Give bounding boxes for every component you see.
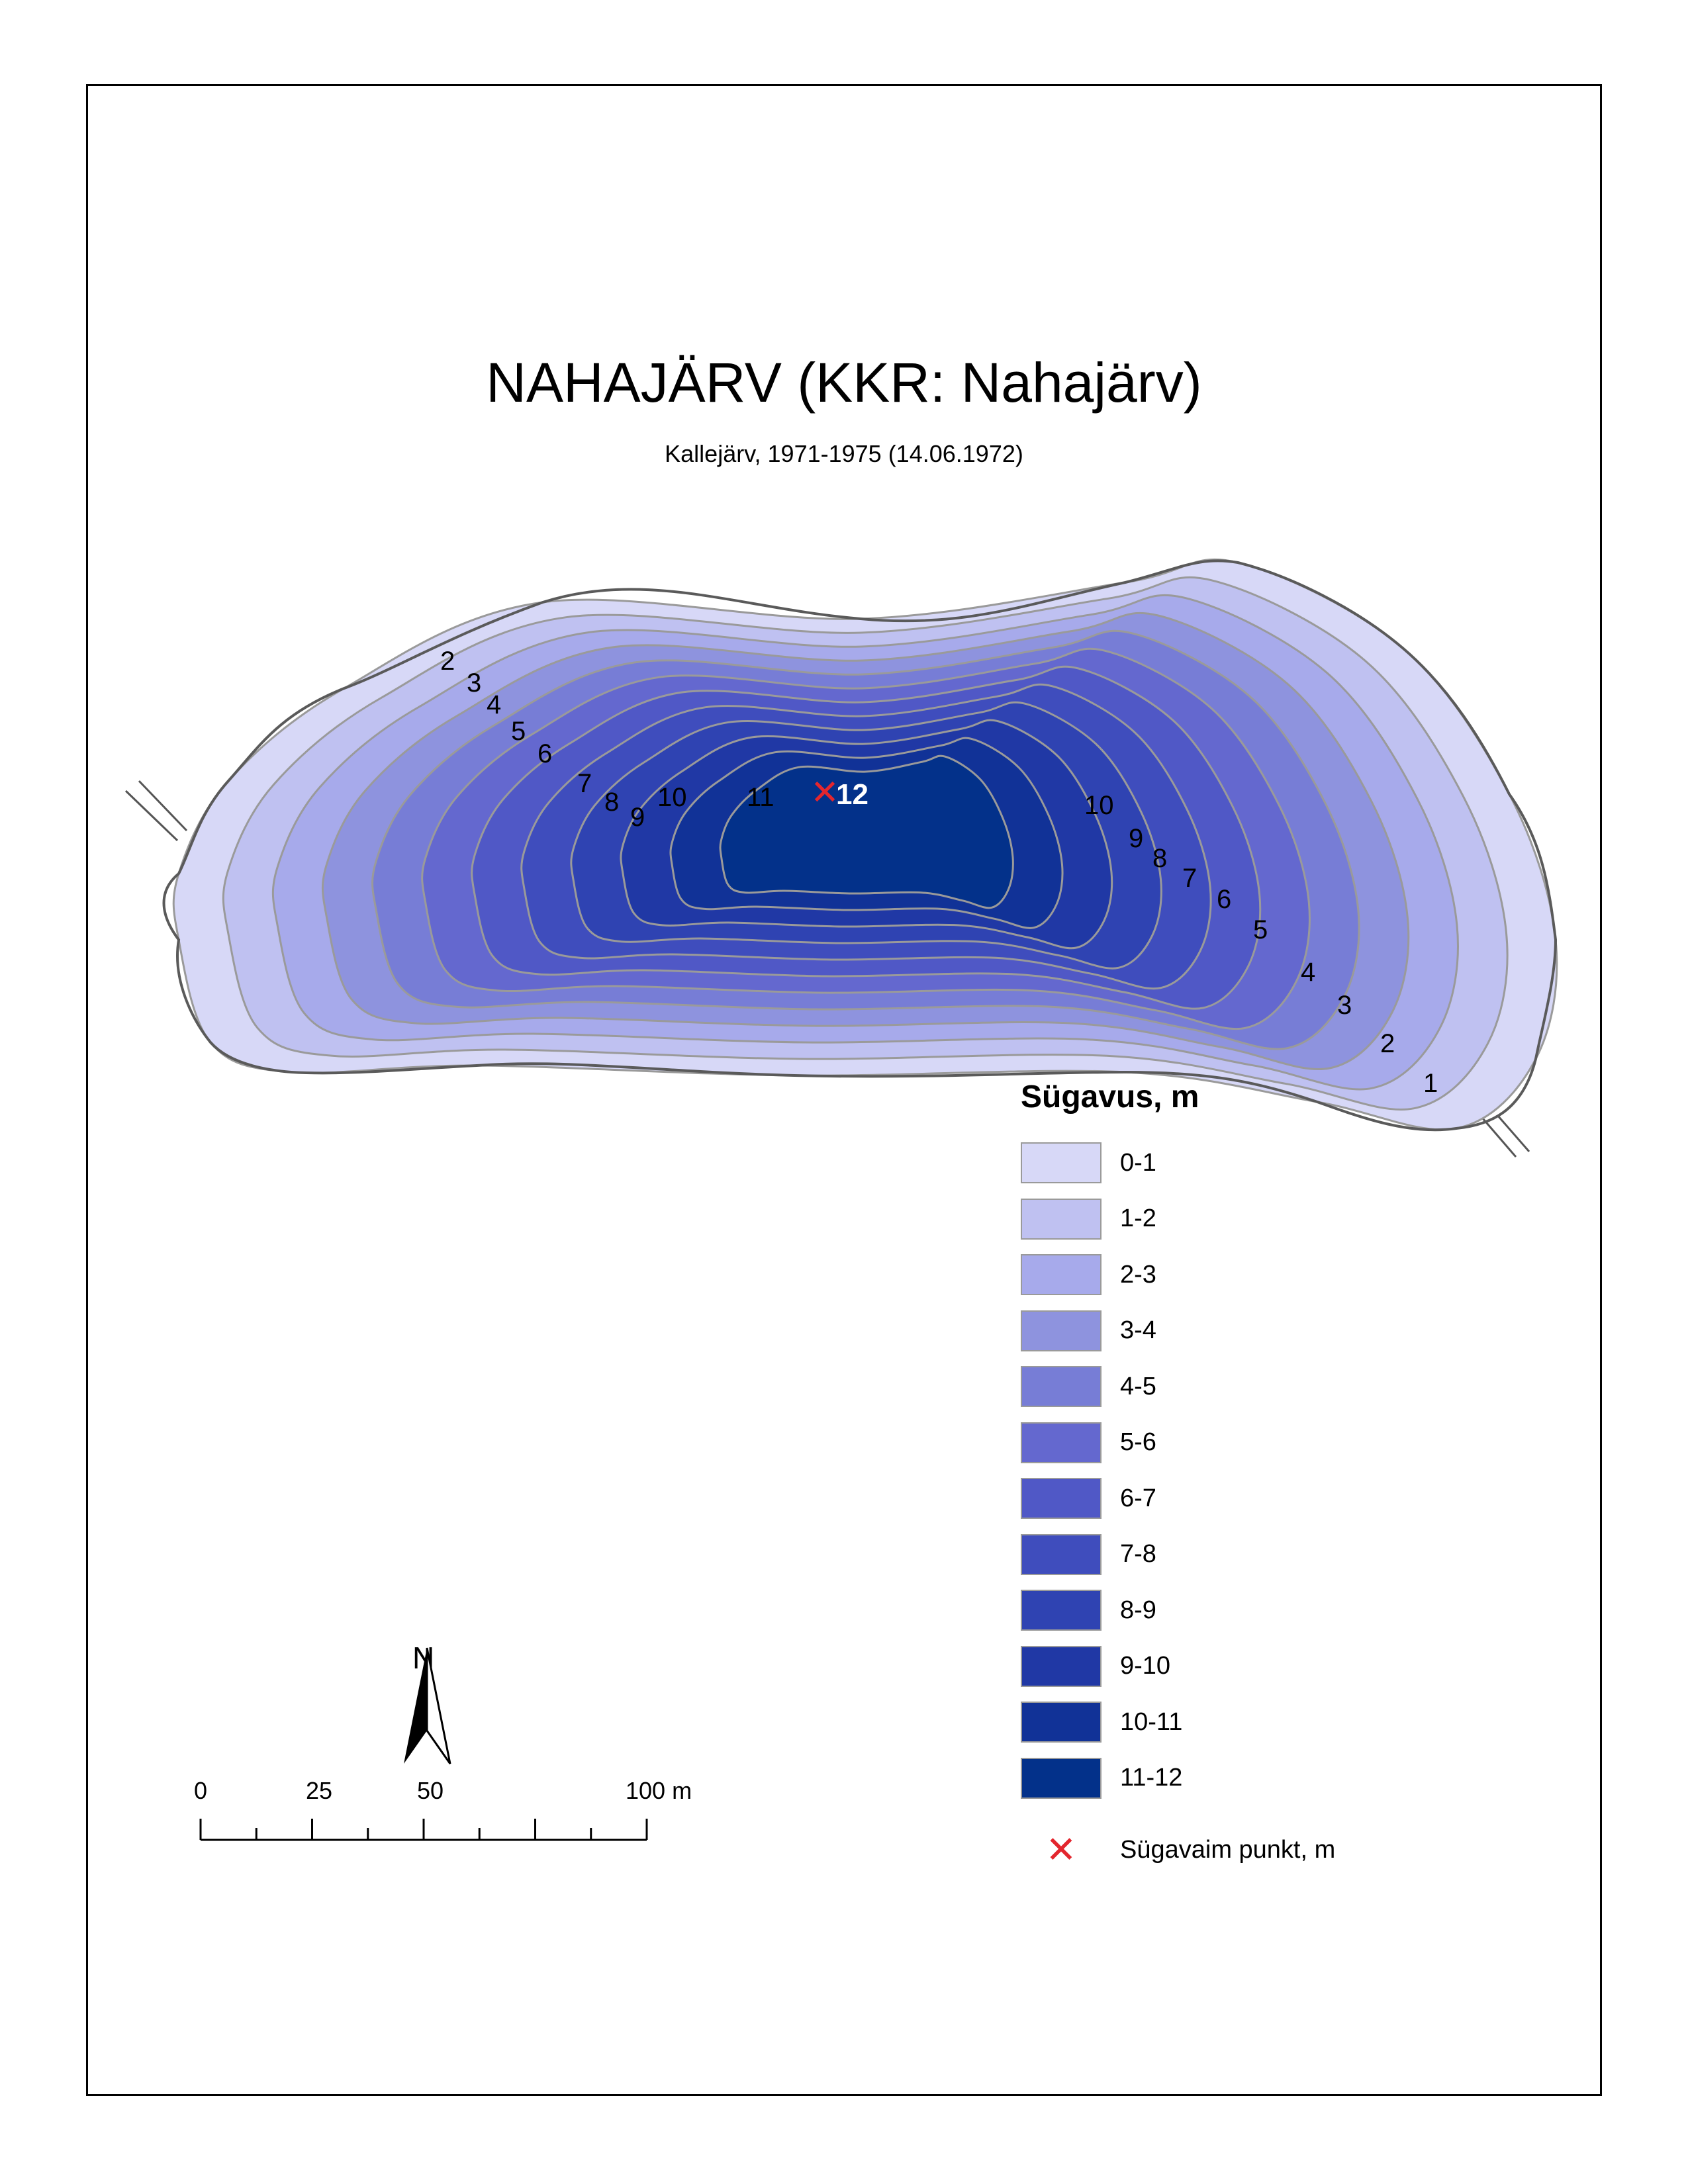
contour-label: 9: [630, 803, 645, 832]
legend-label: 11-12: [1120, 1764, 1183, 1792]
legend-label: 10-11: [1120, 1707, 1183, 1736]
contour-label: 5: [511, 717, 526, 746]
legend-deepest-point: ✕ Sügavaim punkt, m: [1021, 1829, 1336, 1870]
contour-label: 2: [440, 647, 455, 676]
contour-label: 8: [604, 788, 619, 817]
legend-swatch: [1021, 1590, 1102, 1631]
legend-label: 5-6: [1120, 1428, 1156, 1457]
depth-legend: Sügavus, m 0-1 1-2 2-3 3-4 4-5 5-6 6-7 7-8 8-9 9-…: [1021, 1079, 1335, 1868]
contour-label: 9: [1129, 824, 1143, 853]
legend-item: 6-7: [1021, 1471, 1335, 1527]
legend-label: 7-8: [1120, 1540, 1156, 1569]
contour-label: 2: [1380, 1029, 1395, 1058]
contour-label: 5: [1253, 915, 1268, 944]
legend-swatch: [1021, 1254, 1102, 1296]
contour-label: 4: [487, 690, 501, 719]
contour-label: 7: [1182, 864, 1197, 893]
legend-swatch: [1021, 1757, 1102, 1799]
outlet-stream-right-b: [1496, 1115, 1530, 1152]
legend-swatch: [1021, 1142, 1102, 1184]
legend-label: 1-2: [1120, 1205, 1156, 1233]
deepest-point-marker: ✕: [810, 774, 839, 812]
legend-item: 9-10: [1021, 1639, 1335, 1695]
legend-swatch: [1021, 1478, 1102, 1520]
legend-deepest-point-label: Sügavaim punkt, m: [1120, 1835, 1336, 1864]
deepest-point: ✕ 12: [810, 774, 868, 812]
scale-label: 100 m: [626, 1777, 692, 1804]
contour-label: 4: [1301, 958, 1315, 987]
contour-label: 7: [577, 769, 592, 798]
scale-label: 50: [417, 1777, 444, 1804]
contour-label: 8: [1152, 844, 1167, 873]
scale-label: 25: [306, 1777, 333, 1804]
inlet-stream-left-b: [138, 780, 188, 832]
legend-item: 3-4: [1021, 1303, 1335, 1359]
legend-swatch: [1021, 1366, 1102, 1408]
contour-label: 10: [657, 783, 687, 812]
legend-label: 3-4: [1120, 1316, 1156, 1345]
legend-item: 0-1: [1021, 1135, 1335, 1191]
legend-label: 9-10: [1120, 1652, 1171, 1680]
map-frame: [86, 84, 1602, 2096]
contour-label: 1: [1423, 1069, 1438, 1098]
legend-label: 6-7: [1120, 1484, 1156, 1512]
contour-label: 6: [538, 739, 552, 768]
legend-heading: Sügavus, m: [1021, 1079, 1199, 1115]
depth-bands: [172, 558, 1558, 1131]
streams: [124, 780, 1530, 1158]
contour-label: 11: [747, 783, 774, 812]
depth-band-11-12: [719, 754, 1014, 909]
legend-swatch: [1021, 1310, 1102, 1351]
legend-item: 5-6: [1021, 1415, 1335, 1471]
legend-item: 2-3: [1021, 1247, 1335, 1303]
red-x-icon: ✕: [1045, 1829, 1077, 1870]
legend-label: 0-1: [1120, 1148, 1156, 1177]
legend-items: 0-1 1-2 2-3 3-4 4-5 5-6 6-7 7-8 8-9 9-10 10-11 11-1…: [1021, 1135, 1335, 1806]
legend-swatch: [1021, 1198, 1102, 1240]
contour-label: 6: [1217, 885, 1231, 914]
legend-swatch: [1021, 1645, 1102, 1687]
deepest-point-value: 12: [836, 778, 868, 811]
legend-swatch: [1021, 1422, 1102, 1463]
legend-swatch: [1021, 1533, 1102, 1575]
legend-item: 1-2: [1021, 1191, 1335, 1248]
map-title: NAHAJÄRV (KKR: Nahajärv): [486, 351, 1202, 414]
contour-label: 3: [467, 668, 481, 698]
scale-label: 0: [194, 1777, 208, 1804]
contour-label: 10: [1084, 791, 1114, 820]
contour-label: 3: [1337, 991, 1352, 1020]
legend-swatch: [1021, 1702, 1102, 1743]
legend-item: 10-11: [1021, 1694, 1335, 1751]
shoreline: [162, 559, 1558, 1132]
legend-item: 4-5: [1021, 1359, 1335, 1415]
scale-bar: [199, 1819, 648, 1841]
legend-item: 8-9: [1021, 1582, 1335, 1639]
legend-item: 7-8: [1021, 1527, 1335, 1583]
legend-label: 8-9: [1120, 1596, 1156, 1624]
north-arrow-icon: [404, 1647, 451, 1764]
outlet-stream-right-a: [1481, 1118, 1517, 1158]
legend-label: 2-3: [1120, 1260, 1156, 1289]
legend-label: 4-5: [1120, 1372, 1156, 1400]
inlet-stream-left-a: [124, 790, 179, 842]
legend-item: 11-12: [1021, 1751, 1335, 1807]
map-subtitle: Kallejärv, 1971-1975 (14.06.1972): [665, 440, 1023, 467]
